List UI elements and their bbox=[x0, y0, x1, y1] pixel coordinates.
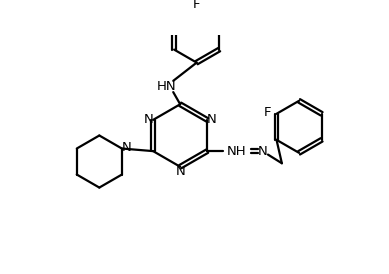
Text: N: N bbox=[121, 141, 131, 154]
Text: N: N bbox=[258, 145, 268, 158]
Text: N: N bbox=[207, 113, 216, 125]
Text: F: F bbox=[264, 105, 272, 119]
Text: N: N bbox=[176, 165, 186, 178]
Text: F: F bbox=[193, 0, 200, 11]
Text: HN: HN bbox=[156, 80, 176, 93]
Text: N: N bbox=[144, 113, 154, 125]
Text: NH: NH bbox=[227, 145, 247, 158]
